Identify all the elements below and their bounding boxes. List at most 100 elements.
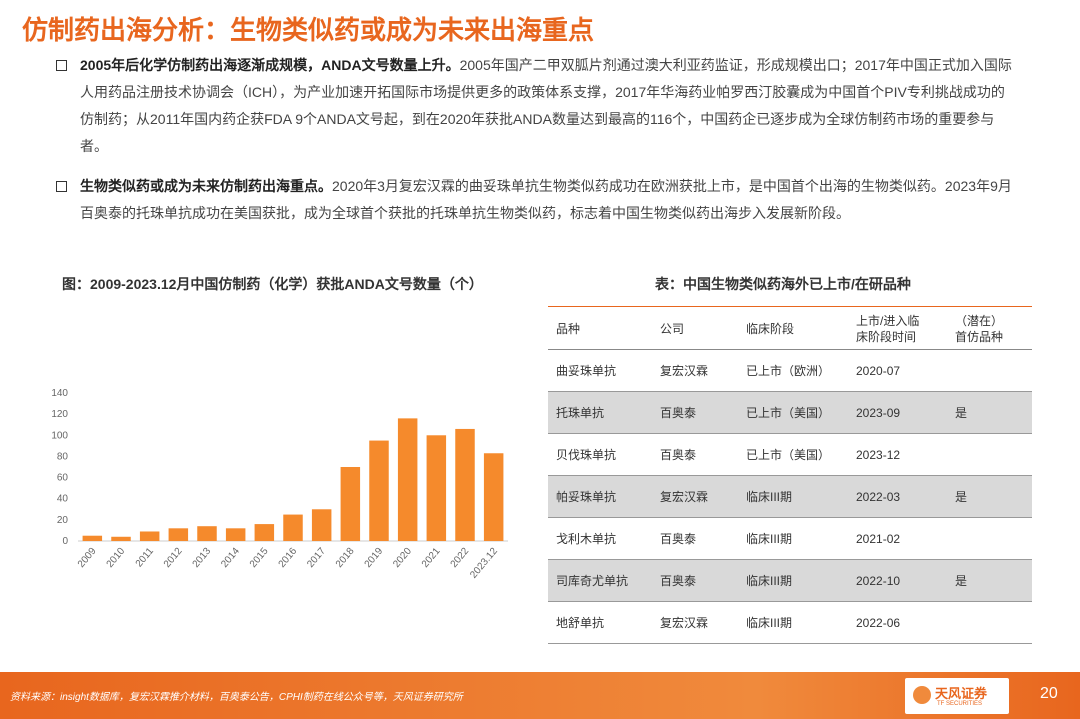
bar — [455, 428, 475, 541]
y-tick-label: 100 — [51, 430, 68, 441]
y-tick-label: 0 — [62, 536, 68, 547]
logo-sub: TF SECURITIES — [937, 701, 983, 707]
bullet-lead: 2005年后化学仿制药出海逐渐成规模，ANDA文号数量上升。 — [80, 57, 460, 73]
page-number: 20 — [1040, 685, 1058, 702]
table-cell — [947, 517, 1032, 560]
x-tick-label: 2021 — [420, 546, 443, 570]
header-line: 首仿品种 — [955, 329, 1004, 344]
table-cell: 临床III期 — [738, 475, 848, 518]
table-row: 贝伐珠单抗 百奥泰 已上市（美国） 2023-12 — [548, 433, 1032, 476]
bar — [82, 535, 103, 541]
table-cell: 已上市（欧洲） — [738, 349, 848, 392]
bar — [369, 440, 389, 541]
table-cell: 百奥泰 — [652, 517, 738, 560]
table-cell: 是 — [947, 475, 1032, 518]
x-tick-label: 2020 — [391, 546, 414, 570]
table-cell: 地舒单抗 — [548, 601, 652, 644]
header-cell: （潜在） 首仿品种 — [947, 308, 1032, 350]
bullet-lead: 生物类似药或成为未来仿制药出海重点。 — [80, 178, 332, 194]
x-tick-label: 2022 — [449, 546, 472, 570]
table-cell: 帕妥珠单抗 — [548, 475, 652, 518]
bar — [225, 528, 246, 541]
y-tick-label: 20 — [57, 515, 69, 526]
y-tick-label: 40 — [57, 494, 69, 505]
table-cell: 贝伐珠单抗 — [548, 433, 652, 476]
table-cell: 复宏汉霖 — [652, 601, 738, 644]
header-line: 床阶段时间 — [856, 329, 917, 344]
x-tick-label: 2016 — [277, 546, 300, 570]
x-tick-label: 2014 — [219, 546, 242, 570]
x-tick-label: 2009 — [76, 546, 99, 570]
bullet-text: 2020年3月复宏汉霖的曲妥珠单抗生物类似药成功在欧洲获批上市，是中国首个出海的… — [80, 178, 1012, 221]
header-line: 品种 — [556, 321, 581, 336]
y-tick-label: 120 — [51, 409, 68, 420]
x-tick-label: 2011 — [134, 546, 157, 570]
table-row: 戈利木单抗 百奥泰 临床III期 2021-02 — [548, 517, 1032, 560]
bar — [311, 509, 332, 541]
table-cell: 2021-02 — [848, 517, 947, 560]
x-tick-label: 2012 — [162, 546, 185, 570]
header-cell: 临床阶段 — [738, 308, 848, 350]
table-cell: 2023-12 — [848, 433, 947, 476]
table-cell: 百奥泰 — [652, 433, 738, 476]
bullet-text: 2005年国产二甲双胍片剂通过澳大利亚药监证，形成规模出口；2017年中国正式加… — [80, 57, 1012, 154]
table-cell: 临床III期 — [738, 559, 848, 602]
table-cell: 百奥泰 — [652, 391, 738, 434]
footer: 资料来源：insight数据库，复宏汉霖推介材料，百奥泰公告，CPHI制药在线公… — [0, 672, 1080, 719]
y-tick-label: 60 — [57, 473, 69, 484]
header-line: （潜在） — [955, 313, 1004, 328]
table-cell — [947, 601, 1032, 644]
table-title: 表：中国生物类似药海外已上市/在研品种 — [655, 276, 911, 292]
table-cell: 复宏汉霖 — [652, 475, 738, 518]
header-cell: 品种 — [548, 308, 652, 350]
title: 仿制药出海分析：生物类似药或成为未来出海重点 — [22, 15, 595, 45]
bar — [139, 531, 160, 541]
bar — [426, 435, 447, 541]
table-cell: 临床III期 — [738, 601, 848, 644]
source: 资料来源：insight数据库，复宏汉霖推介材料，百奥泰公告，CPHI制药在线公… — [10, 692, 463, 703]
bar — [168, 528, 189, 541]
table: 品种 公司 临床阶段 上市/进入临 床阶段时间 （潜在） 首仿品种 曲妥珠单抗 复宏汉霖 已上市（… — [548, 308, 1032, 644]
header-cell: 公司 — [652, 308, 738, 350]
header-line: 公司 — [660, 321, 685, 336]
x-tick-label: 2010 — [105, 546, 128, 570]
table-cell: 戈利木单抗 — [548, 517, 652, 560]
table-cell — [947, 433, 1032, 476]
table-row: 地舒单抗 复宏汉霖 临床III期 2022-06 — [548, 601, 1032, 644]
table-cell: 临床III期 — [738, 517, 848, 560]
x-tick-label: 2018 — [334, 546, 357, 570]
table-cell: 2022-10 — [848, 559, 947, 602]
x-tick-label: 2017 — [305, 546, 328, 570]
bullet-marker — [56, 60, 67, 71]
table-cell: 曲妥珠单抗 — [548, 349, 652, 392]
header-line: 上市/进入临 — [856, 313, 920, 328]
x-tick-label: 2023.12 — [468, 546, 500, 581]
table-cell: 是 — [947, 391, 1032, 434]
y-tick-label: 80 — [57, 451, 69, 462]
table-cell: 已上市（美国） — [738, 391, 848, 434]
table-cell: 是 — [947, 559, 1032, 602]
table-row: 曲妥珠单抗 复宏汉霖 已上市（欧洲） 2020-07 — [548, 349, 1032, 392]
table-cell — [947, 349, 1032, 392]
bar — [254, 524, 275, 541]
x-tick-label: 2015 — [248, 546, 271, 570]
bullet: 生物类似药或成为未来仿制药出海重点。2020年3月复宏汉霖的曲妥珠单抗生物类似药… — [80, 173, 1016, 227]
logo-text: 天风证券 — [935, 686, 988, 701]
bar — [111, 536, 131, 541]
table-cell: 司库奇尤单抗 — [548, 559, 652, 602]
header-cell: 上市/进入临 床阶段时间 — [848, 308, 947, 350]
chart-title: 图：2009-2023.12月中国仿制药（化学）获批ANDA文号数量（个） — [62, 276, 483, 292]
table-cell: 2023-09 — [848, 391, 947, 434]
table-row: 帕妥珠单抗 复宏汉霖 临床III期 2022-03 是 — [548, 475, 1032, 518]
y-tick-label: 140 — [51, 388, 68, 399]
bar — [197, 526, 217, 541]
bar — [283, 514, 303, 541]
table-row: 司库奇尤单抗 百奥泰 临床III期 2022-10 是 — [548, 559, 1032, 602]
x-tick-label: 2013 — [191, 546, 214, 570]
logo: 天风证券 TF SECURITIES — [905, 678, 1009, 714]
bar — [483, 453, 504, 541]
bullet-marker — [56, 181, 67, 192]
table-cell: 托珠单抗 — [548, 391, 652, 434]
bar — [397, 418, 418, 541]
